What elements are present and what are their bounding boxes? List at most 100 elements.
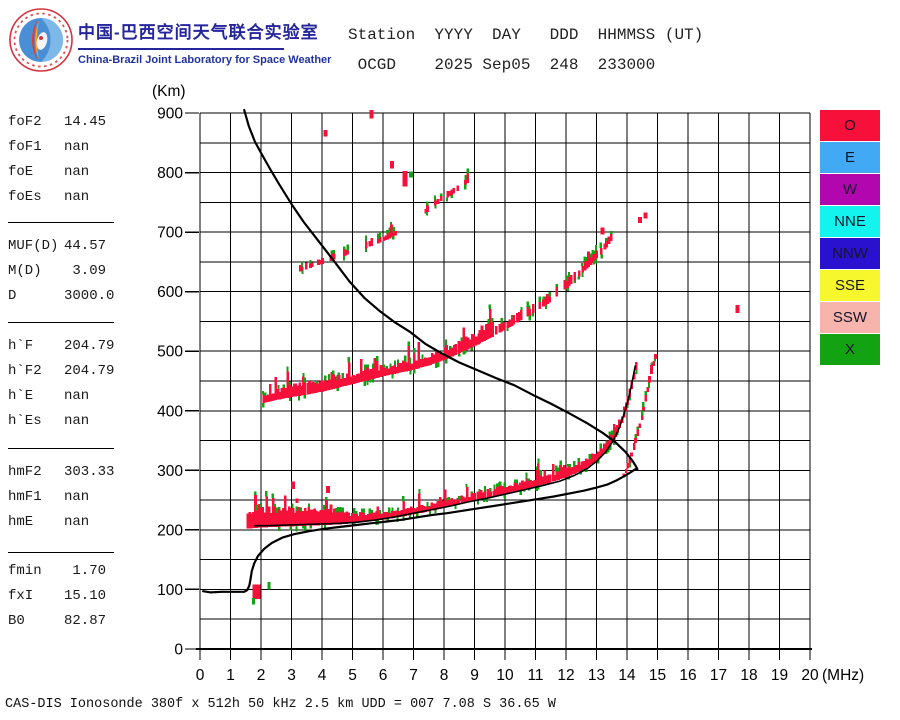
param-row: D 3000.0 [8,284,122,309]
param-value: nan [64,413,90,429]
transmission-curve [243,108,639,471]
param-label: foF1 [8,139,42,155]
legend-label: SSW [832,309,868,326]
param-label: h`E [8,388,34,404]
param-group: hmF2 303.33 hmF1 nan hmE nan [8,460,122,535]
param-value: nan [64,388,90,404]
param-value: 204.79 [64,363,115,379]
param-value: 3000.0 [64,288,115,304]
legend-label: NNE [834,213,866,230]
axis-label: 200 [157,522,183,539]
param-row: fxI 15.10 [8,584,122,609]
legend-item-sse: SSE [820,270,880,301]
param-row: foE nan [8,160,122,185]
status-bar: CAS-DIS Ionosonde 380f x 512h 50 kHz 2.5… [5,697,556,712]
param-group-divider [8,222,114,223]
param-row: h`Es nan [8,409,122,434]
lab-logo-block: 中国-巴西空间天气联合实验室 China-Brazil Joint Labora… [6,6,331,76]
param-row: foF1 nan [8,135,122,160]
param-value: 204.79 [64,338,115,354]
legend-item-x: X [820,334,880,365]
lab-logo-icon [9,8,73,72]
legend-label: SSE [834,277,865,294]
axis-label: 19 [771,667,788,684]
axis-label: 18 [740,667,757,684]
param-row: foF2 14.45 [8,110,122,135]
param-label: fxI [8,588,34,604]
legend-label: W [842,181,858,198]
param-group: MUF(D) 44.57 M(D) 3.09 D 3000.0 [8,234,122,309]
legend-label: NNW [832,245,868,262]
param-group: h`F 204.79 h`F2 204.79 h`E nan h`Es nan [8,334,122,434]
axis-label: 11 [527,667,543,684]
legend-item-nne: NNE [820,206,880,237]
param-value: 3.09 [64,263,107,279]
legend-item-o: O [820,110,880,141]
true-height-profile [202,467,639,594]
title-underline [78,48,284,50]
lab-title-en: China-Brazil Joint Laboratory for Space … [78,54,332,66]
legend-item-nnw: NNW [820,238,880,269]
param-row: h`F 204.79 [8,334,122,359]
station-header-columns: Station YYYY DAY DDD HHMMSS (UT) [348,26,704,44]
axis-label: 600 [157,284,183,301]
axis-label: 13 [588,667,605,684]
param-label: fmin [8,563,42,579]
param-label: h`F2 [8,363,42,379]
param-value: 1.70 [64,563,107,579]
axis-label: 4 [318,667,327,684]
echo-direction-legend: O E W NNE NNW SSE SSW X [820,110,880,366]
param-value: nan [64,164,90,180]
param-value: nan [64,139,90,155]
param-value: nan [64,514,90,530]
param-row: B0 82.87 [8,609,122,634]
station-header-values: OCGD 2025 Sep05 248 233000 [348,56,656,74]
lab-title-zh: 中国-巴西空间天气联合实验室 [78,23,319,42]
param-value: nan [64,489,90,505]
axis-label: 1 [226,667,235,684]
param-label: foEs [8,189,42,205]
axis-label: 7 [409,667,418,684]
param-group: foF2 14.45 foF1 nan foE nan foEs nan [8,110,122,210]
axis-label: 9 [470,667,479,684]
param-row: h`F2 204.79 [8,359,122,384]
axis-label: 6 [379,667,388,684]
axis-label: (MHz) [822,667,864,684]
axis-label: 0 [196,667,205,684]
legend-label: O [844,117,856,134]
axis-label: 400 [157,403,183,420]
axis-label: 0 [174,642,183,659]
param-row: MUF(D) 44.57 [8,234,122,259]
param-row: M(D) 3.09 [8,259,122,284]
param-value: 15.10 [64,588,107,604]
param-group-divider [8,448,114,449]
param-value: 303.33 [64,464,115,480]
fitted-o-trace [254,365,636,527]
legend-item-w: W [820,174,880,205]
param-row: h`E nan [8,384,122,409]
axis-label: 500 [157,344,183,361]
axis-label: 14 [618,667,636,684]
axis-label: 16 [679,667,696,684]
param-label: M(D) [8,263,42,279]
param-row: foEs nan [8,185,122,210]
param-label: MUF(D) [8,238,59,254]
axis-label: 12 [557,667,574,684]
param-label: foE [8,164,34,180]
param-label: h`Es [8,413,42,429]
param-label: hmF1 [8,489,42,505]
axis-label: 700 [157,225,183,242]
station-header: Station YYYY DAY DDD HHMMSS (UT) OCGD 20… [348,20,703,80]
axis-label: 300 [157,463,183,480]
param-label: B0 [8,613,25,629]
param-group: fmin 1.70 fxI 15.10 B0 82.87 [8,559,122,634]
axis-label: 3 [287,667,296,684]
param-row: hmF2 303.33 [8,460,122,485]
axis-label: 8 [440,667,449,684]
param-label: hmF2 [8,464,42,480]
axis-label: 10 [496,667,514,684]
axis-label: 17 [710,667,727,684]
param-label: hmE [8,514,34,530]
legend-item-e: E [820,142,880,173]
